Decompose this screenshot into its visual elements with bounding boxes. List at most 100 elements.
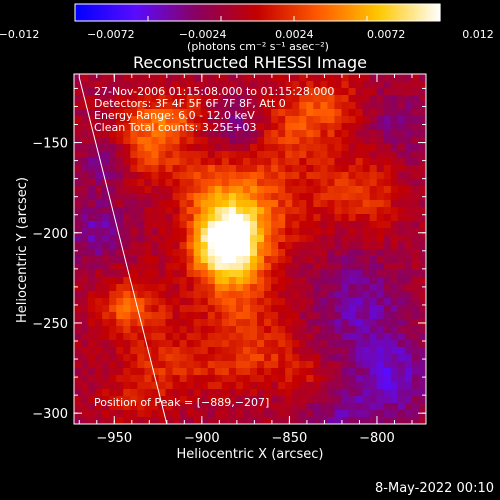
heatmap-cell — [369, 172, 378, 180]
heatmap-cell — [250, 403, 258, 411]
heatmap-cell — [221, 249, 230, 257]
heatmap-cell — [327, 137, 335, 145]
heatmap-cell — [214, 403, 223, 411]
heatmap-cell — [334, 263, 343, 271]
heatmap-cell — [74, 186, 82, 194]
heatmap-cell — [158, 151, 167, 159]
heatmap-cell — [390, 179, 399, 187]
heatmap-cell — [102, 116, 110, 124]
colorbar-segment — [362, 4, 366, 21]
colorbar-segment — [197, 4, 201, 21]
heatmap-cell — [144, 389, 152, 397]
heatmap-cell — [334, 333, 343, 341]
heatmap-cell — [250, 88, 258, 96]
heatmap-cell — [404, 172, 413, 180]
colorbar-segment — [357, 4, 361, 21]
heatmap-cell — [348, 263, 357, 271]
heatmap-cell — [186, 389, 195, 397]
heatmap-cell — [235, 158, 244, 166]
heatmap-cell — [369, 277, 378, 285]
heatmap-cell — [172, 249, 181, 257]
heatmap-cell — [299, 221, 307, 229]
heatmap-cell — [235, 375, 244, 383]
heatmap-cell — [123, 368, 131, 376]
heatmap-cell — [383, 165, 392, 173]
heatmap-cell — [193, 256, 202, 264]
heatmap-cell — [341, 312, 350, 320]
heatmap-cell — [172, 256, 181, 264]
heatmap-cell — [383, 291, 392, 299]
heatmap-cell — [292, 235, 300, 243]
heatmap-cell — [264, 354, 272, 362]
heatmap-cell — [235, 417, 244, 425]
heatmap-cell — [179, 123, 188, 131]
heatmap-cell — [158, 193, 167, 201]
heatmap-cell — [278, 340, 286, 348]
colorbar-segment — [340, 4, 344, 21]
heatmap-cell — [292, 354, 300, 362]
heatmap-cell — [362, 417, 371, 425]
heatmap-cell — [348, 102, 357, 110]
colorbar-segment — [147, 4, 151, 21]
heatmap-cell — [228, 256, 237, 264]
heatmap-cell — [362, 116, 371, 124]
heatmap-cell — [242, 417, 251, 425]
heatmap-cell — [383, 214, 392, 222]
colorbar-segment — [227, 4, 231, 21]
heatmap-cell — [88, 263, 96, 271]
heatmap-cell — [264, 410, 272, 418]
heatmap-cell — [397, 305, 406, 313]
heatmap-cell — [207, 172, 216, 180]
heatmap-cell — [235, 172, 244, 180]
heatmap-cell — [109, 95, 117, 103]
heatmap-cell — [144, 298, 152, 306]
heatmap-cell — [130, 179, 138, 187]
heatmap-cell — [348, 151, 357, 159]
heatmap-cell — [235, 326, 244, 334]
heatmap-cell — [271, 319, 279, 327]
heatmap-cell — [242, 130, 251, 138]
heatmap-cell — [186, 354, 195, 362]
heatmap-cell — [242, 291, 251, 299]
heatmap-cell — [186, 151, 195, 159]
heatmap-cell — [397, 109, 406, 117]
heatmap-cell — [376, 235, 385, 243]
heatmap-cell — [200, 186, 209, 194]
colorbar-segment — [417, 4, 421, 21]
heatmap-cell — [109, 291, 117, 299]
heatmap-cell — [390, 186, 399, 194]
heatmap-cell — [369, 102, 378, 110]
heatmap-cell — [292, 375, 300, 383]
heatmap-cell — [179, 221, 188, 229]
heatmap-cell — [221, 291, 230, 299]
colorbar-segment — [395, 4, 399, 21]
heatmap-cell — [369, 221, 378, 229]
colorbar-segment — [337, 4, 341, 21]
heatmap-cell — [362, 130, 371, 138]
heatmap-cell — [200, 256, 209, 264]
heatmap-cell — [95, 102, 103, 110]
heatmap-cell — [376, 417, 385, 425]
heatmap-cell — [81, 410, 89, 418]
heatmap-cell — [242, 277, 251, 285]
heatmap-cell — [299, 382, 307, 390]
heatmap-cell — [383, 270, 392, 278]
heatmap-cell — [390, 396, 399, 404]
heatmap-cell — [200, 249, 209, 257]
heatmap-cell — [376, 74, 385, 82]
heatmap-cell — [116, 319, 124, 327]
heatmap-cell — [88, 214, 96, 222]
heatmap-cell — [102, 354, 110, 362]
heatmap-cell — [362, 235, 371, 243]
heatmap-cell — [383, 361, 392, 369]
heatmap-cell — [228, 375, 237, 383]
heatmap-cell — [186, 81, 195, 89]
heatmap-cell — [235, 179, 244, 187]
colorbar-segment — [375, 4, 379, 21]
colorbar-segment — [217, 4, 221, 21]
heatmap-cell — [299, 284, 307, 292]
heatmap-cell — [313, 298, 321, 306]
heatmap-cell — [250, 396, 258, 404]
heatmap-cell — [418, 284, 427, 292]
heatmap-cell — [418, 361, 427, 369]
